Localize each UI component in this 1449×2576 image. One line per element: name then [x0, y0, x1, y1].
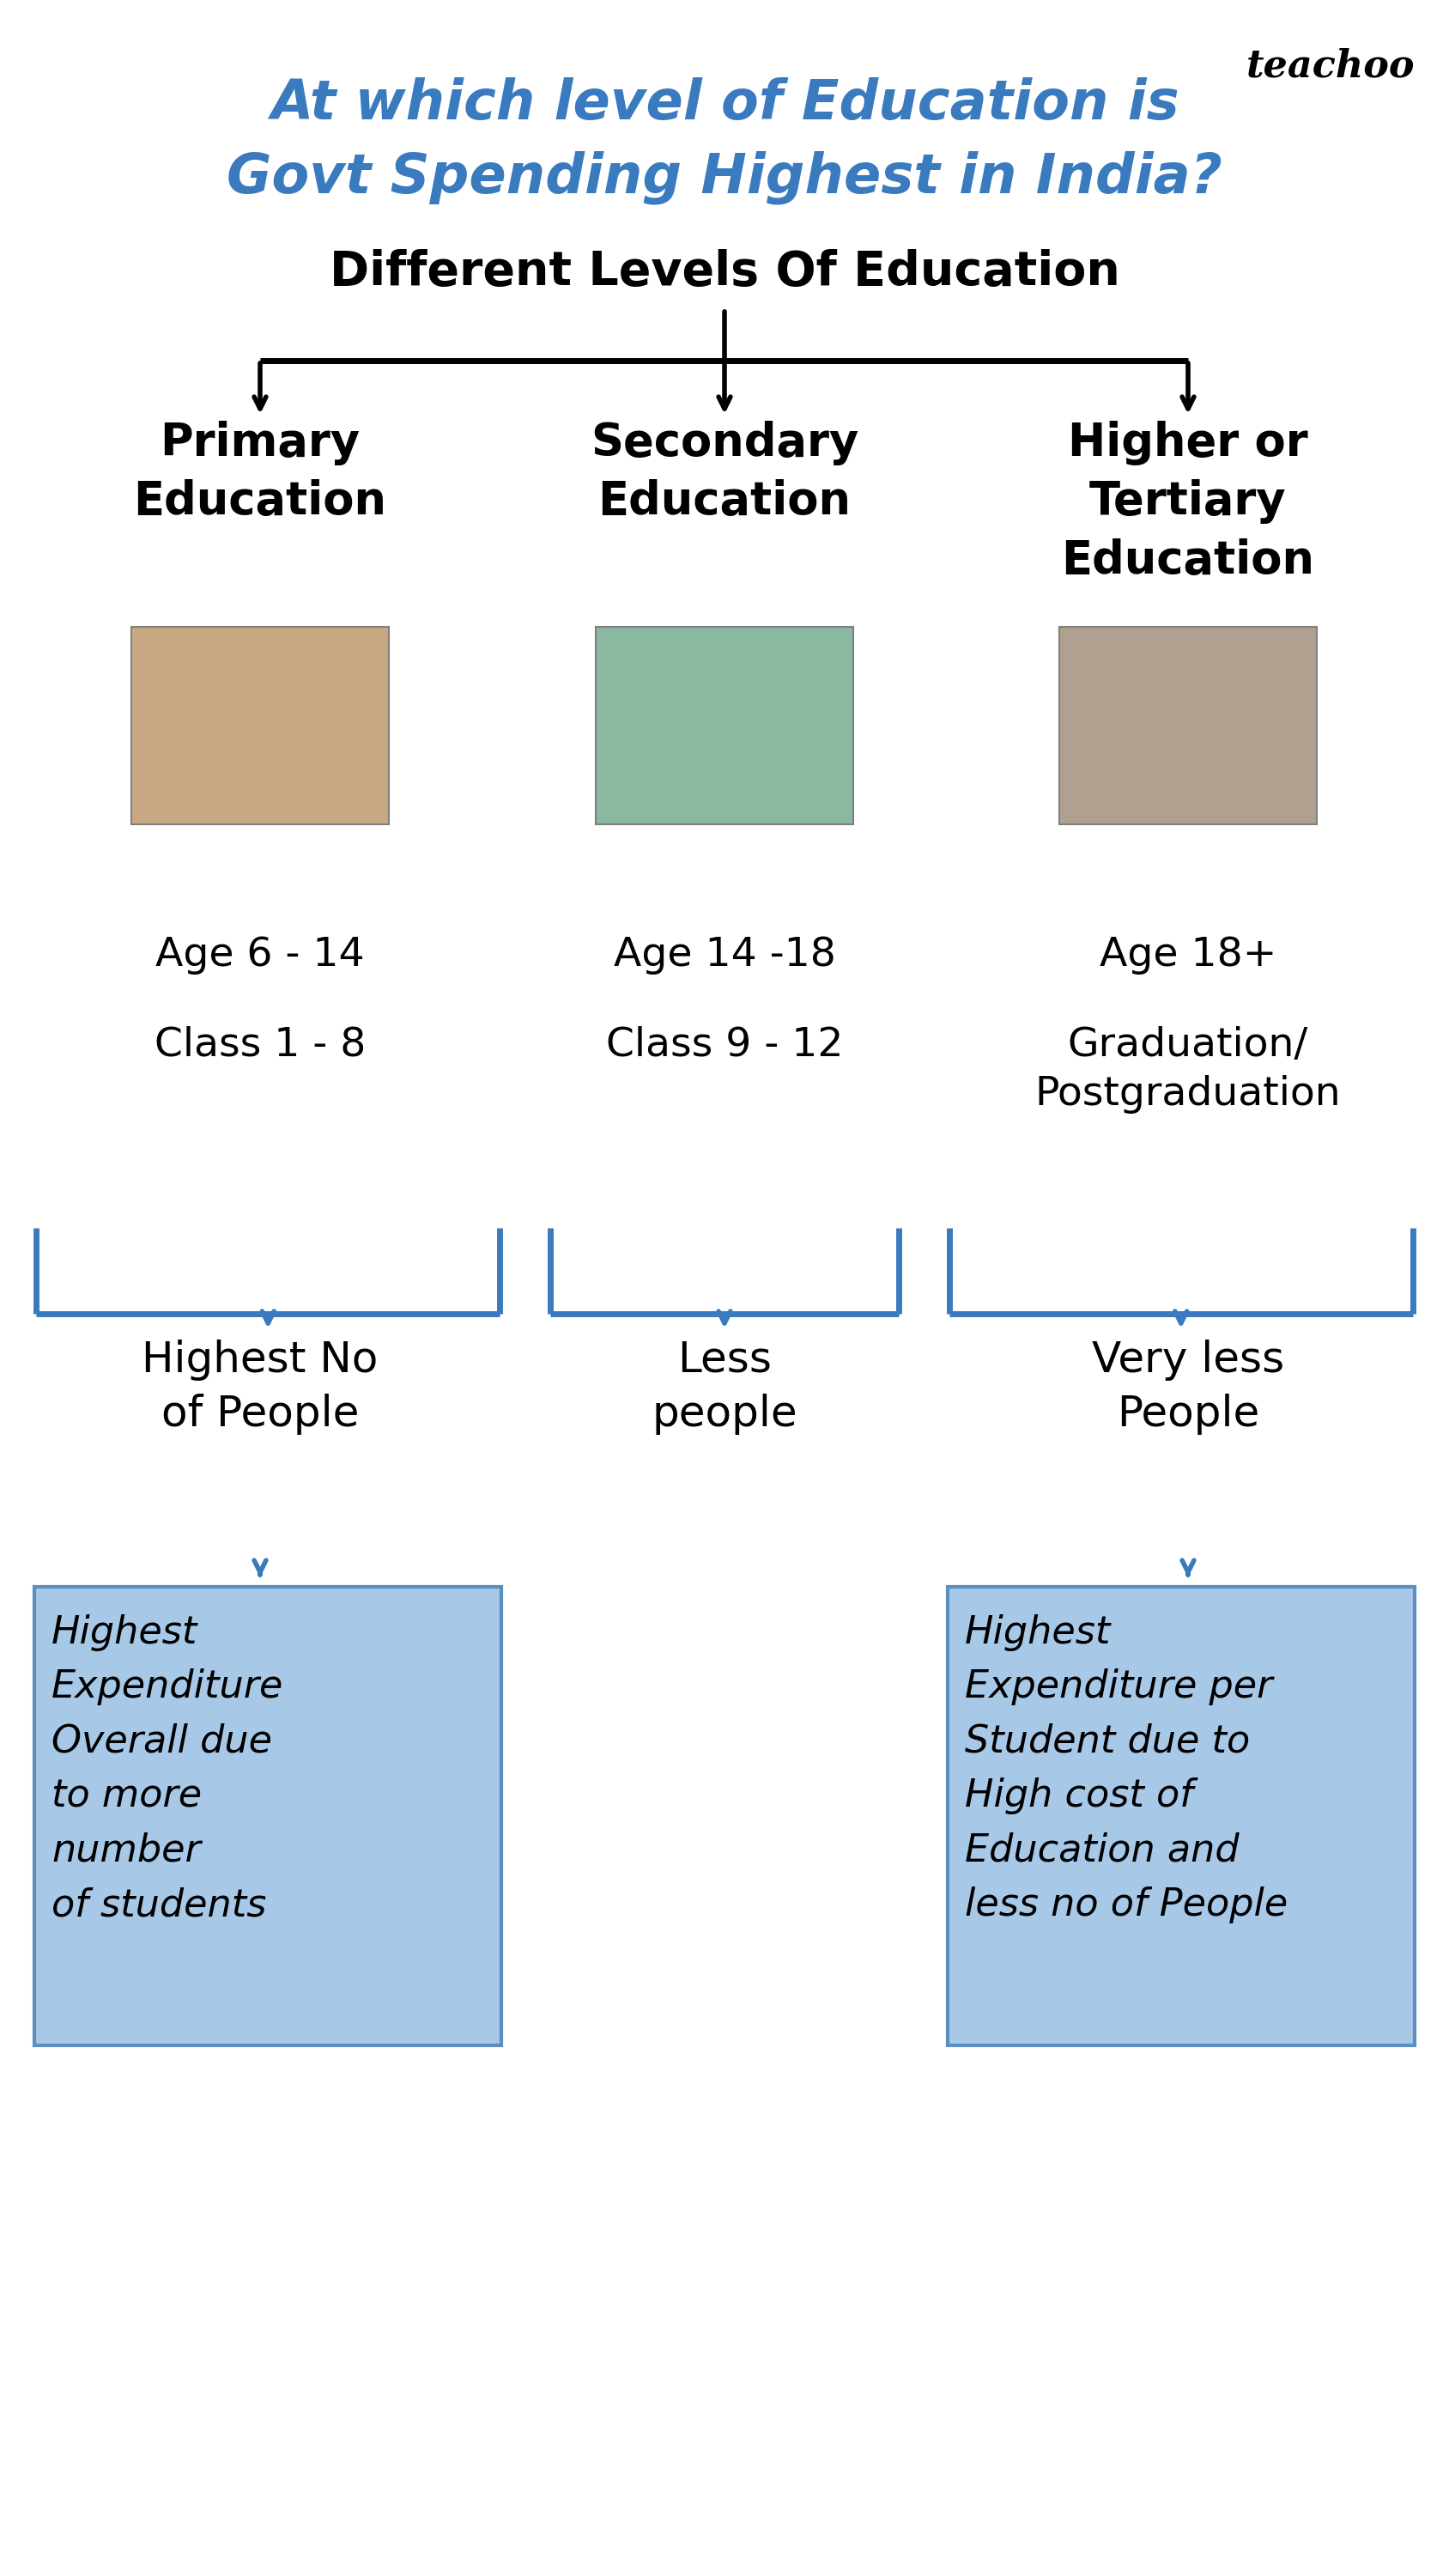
Text: Secondary
Education: Secondary Education	[591, 420, 858, 523]
Text: Higher or
Tertiary
Education: Higher or Tertiary Education	[1062, 420, 1314, 582]
FancyBboxPatch shape	[35, 1587, 501, 2045]
Text: Highest
Expenditure
Overall due
to more
number
of students: Highest Expenditure Overall due to more …	[52, 1615, 284, 1924]
Text: teachoo: teachoo	[1246, 46, 1414, 85]
Text: Primary
Education: Primary Education	[133, 420, 387, 523]
Bar	[596, 626, 853, 824]
Text: Highest No
of People: Highest No of People	[142, 1340, 378, 1435]
Text: Class 1 - 8: Class 1 - 8	[155, 1025, 365, 1064]
Text: At which level of Education is: At which level of Education is	[270, 77, 1179, 131]
Text: Different Levels Of Education: Different Levels Of Education	[329, 250, 1120, 296]
FancyBboxPatch shape	[948, 1587, 1414, 2045]
Text: Highest
Expenditure per
Student due to
High cost of
Education and
less no of Peo: Highest Expenditure per Student due to H…	[965, 1615, 1288, 1924]
Text: Class 9 - 12: Class 9 - 12	[606, 1025, 843, 1064]
Text: Age 6 - 14: Age 6 - 14	[155, 935, 365, 974]
Text: Age 14 -18: Age 14 -18	[613, 935, 836, 974]
Text: Graduation/
Postgraduation: Graduation/ Postgraduation	[1035, 1025, 1342, 1113]
Bar	[1059, 626, 1317, 824]
Bar	[132, 626, 388, 824]
Text: Age 18+: Age 18+	[1100, 935, 1277, 974]
Text: Very less
People: Very less People	[1091, 1340, 1284, 1435]
Text: Less
people: Less people	[652, 1340, 797, 1435]
Text: Govt Spending Highest in India?: Govt Spending Highest in India?	[226, 149, 1223, 204]
